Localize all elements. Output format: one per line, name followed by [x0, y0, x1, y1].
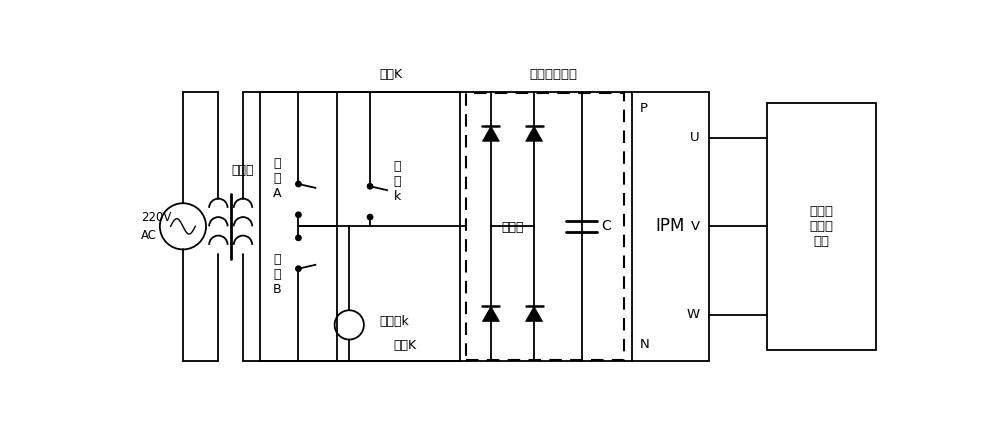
- Circle shape: [367, 215, 373, 220]
- Bar: [632, 92, 709, 361]
- Polygon shape: [482, 126, 499, 141]
- Text: 整流滤波电路: 整流滤波电路: [529, 68, 577, 81]
- Text: P: P: [640, 102, 648, 115]
- Bar: [767, 103, 876, 350]
- Text: N: N: [640, 337, 649, 351]
- Text: AC: AC: [141, 229, 157, 242]
- Text: 开
关
A: 开 关 A: [273, 157, 281, 200]
- Text: 触点K: 触点K: [379, 68, 402, 81]
- Text: 开
关
B: 开 关 B: [273, 252, 281, 296]
- Circle shape: [296, 266, 301, 271]
- Polygon shape: [526, 307, 543, 321]
- Text: 220V: 220V: [141, 211, 172, 224]
- Text: IPM: IPM: [656, 217, 685, 235]
- Polygon shape: [482, 307, 499, 321]
- Text: 触
点
k: 触 点 k: [393, 160, 401, 203]
- Circle shape: [296, 235, 301, 241]
- Text: 继电器k: 继电器k: [379, 314, 409, 327]
- Text: 永磁直
线同步
电机: 永磁直 线同步 电机: [809, 205, 833, 248]
- Bar: [466, 93, 624, 360]
- Text: V: V: [690, 220, 700, 233]
- Text: U: U: [690, 131, 700, 144]
- Text: 变压器: 变压器: [231, 164, 253, 177]
- Circle shape: [296, 181, 301, 187]
- Text: W: W: [686, 308, 700, 321]
- Text: 整流桥: 整流桥: [501, 221, 524, 235]
- Circle shape: [296, 212, 301, 218]
- Polygon shape: [526, 126, 543, 141]
- Text: C: C: [601, 219, 611, 233]
- Circle shape: [367, 184, 373, 189]
- Text: 触点K: 触点K: [393, 339, 416, 352]
